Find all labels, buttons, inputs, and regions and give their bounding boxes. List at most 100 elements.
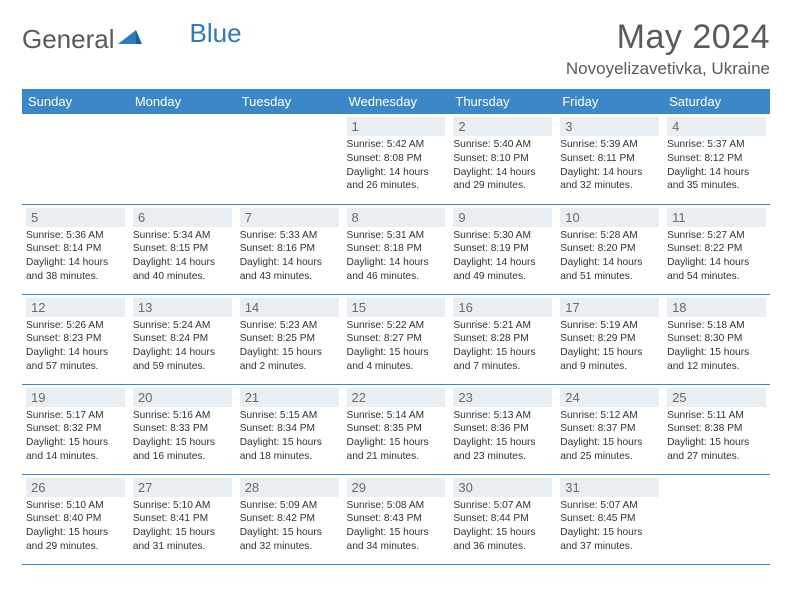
location-label: Novoyelizavetivka, Ukraine: [566, 59, 770, 79]
calendar-cell: 27 Sunrise: 5:10 AMSunset: 8:41 PMDayligh…: [129, 474, 236, 564]
day-number: 19: [26, 388, 125, 407]
day-info: Sunrise: 5:30 AMSunset: 8:19 PMDaylight:…: [453, 229, 552, 284]
day-info: Sunrise: 5:42 AMSunset: 8:08 PMDaylight:…: [347, 138, 446, 193]
calendar-cell: 6 Sunrise: 5:34 AMSunset: 8:15 PMDaylight…: [129, 204, 236, 294]
day-number: 23: [453, 388, 552, 407]
calendar-cell: 26 Sunrise: 5:10 AMSunset: 8:40 PMDayligh…: [22, 474, 129, 564]
day-info: Sunrise: 5:18 AMSunset: 8:30 PMDaylight:…: [667, 319, 766, 374]
day-info: Sunrise: 5:36 AMSunset: 8:14 PMDaylight:…: [26, 229, 125, 284]
day-number: 24: [560, 388, 659, 407]
day-info: Sunrise: 5:37 AMSunset: 8:12 PMDaylight:…: [667, 138, 766, 193]
calendar-cell: 17 Sunrise: 5:19 AMSunset: 8:29 PMDayligh…: [556, 294, 663, 384]
day-info: Sunrise: 5:10 AMSunset: 8:41 PMDaylight:…: [133, 499, 232, 554]
day-number: 14: [240, 298, 339, 317]
calendar-cell: 23 Sunrise: 5:13 AMSunset: 8:36 PMDayligh…: [449, 384, 556, 474]
day-number: 3: [560, 117, 659, 136]
weekday-header: Wednesday: [343, 89, 450, 114]
day-number: 1: [347, 117, 446, 136]
weekday-header: Sunday: [22, 89, 129, 114]
calendar-cell: 13 Sunrise: 5:24 AMSunset: 8:24 PMDayligh…: [129, 294, 236, 384]
day-number: 11: [667, 208, 766, 227]
weekday-header: Monday: [129, 89, 236, 114]
day-info: Sunrise: 5:40 AMSunset: 8:10 PMDaylight:…: [453, 138, 552, 193]
day-info: Sunrise: 5:27 AMSunset: 8:22 PMDaylight:…: [667, 229, 766, 284]
day-info: Sunrise: 5:31 AMSunset: 8:18 PMDaylight:…: [347, 229, 446, 284]
day-number: 22: [347, 388, 446, 407]
calendar-body: 1 Sunrise: 5:42 AMSunset: 8:08 PMDaylight…: [22, 114, 770, 564]
day-number: 4: [667, 117, 766, 136]
day-info: Sunrise: 5:21 AMSunset: 8:28 PMDaylight:…: [453, 319, 552, 374]
day-info: Sunrise: 5:16 AMSunset: 8:33 PMDaylight:…: [133, 409, 232, 464]
day-number: 30: [453, 478, 552, 497]
calendar-table: SundayMondayTuesdayWednesdayThursdayFrid…: [22, 89, 770, 565]
calendar-cell: 9 Sunrise: 5:30 AMSunset: 8:19 PMDaylight…: [449, 204, 556, 294]
calendar-cell: 15Sunrise: 5:22 AMSunset: 8:27 PMDayligh…: [343, 294, 450, 384]
calendar-cell: 3 Sunrise: 5:39 AMSunset: 8:11 PMDaylight…: [556, 114, 663, 204]
calendar-cell: 31Sunrise: 5:07 AMSunset: 8:45 PMDayligh…: [556, 474, 663, 564]
calendar-cell: 14Sunrise: 5:23 AMSunset: 8:25 PMDayligh…: [236, 294, 343, 384]
day-info: Sunrise: 5:15 AMSunset: 8:34 PMDaylight:…: [240, 409, 339, 464]
day-number: 16: [453, 298, 552, 317]
weekday-header: Saturday: [663, 89, 770, 114]
calendar-cell: 20 Sunrise: 5:16 AMSunset: 8:33 PMDayligh…: [129, 384, 236, 474]
day-number: 27: [133, 478, 232, 497]
calendar-cell: 4 Sunrise: 5:37 AMSunset: 8:12 PMDaylight…: [663, 114, 770, 204]
calendar-cell: 5 Sunrise: 5:36 AMSunset: 8:14 PMDaylight…: [22, 204, 129, 294]
brand-word1: General: [22, 24, 115, 55]
day-number: 20: [133, 388, 232, 407]
calendar-cell: 19 Sunrise: 5:17 AMSunset: 8:32 PMDayligh…: [22, 384, 129, 474]
day-info: Sunrise: 5:12 AMSunset: 8:37 PMDaylight:…: [560, 409, 659, 464]
day-info: Sunrise: 5:08 AMSunset: 8:43 PMDaylight:…: [347, 499, 446, 554]
day-info: Sunrise: 5:33 AMSunset: 8:16 PMDaylight:…: [240, 229, 339, 284]
day-number: 6: [133, 208, 232, 227]
calendar-cell: 11 Sunrise: 5:27 AMSunset: 8:22 PMDayligh…: [663, 204, 770, 294]
calendar-cell: [663, 474, 770, 564]
day-number: 10: [560, 208, 659, 227]
day-number: 5: [26, 208, 125, 227]
calendar-row: 19 Sunrise: 5:17 AMSunset: 8:32 PMDayligh…: [22, 384, 770, 474]
day-info: Sunrise: 5:13 AMSunset: 8:36 PMDaylight:…: [453, 409, 552, 464]
day-number: 18: [667, 298, 766, 317]
day-number: 9: [453, 208, 552, 227]
brand-word2: Blue: [190, 18, 242, 49]
day-info: Sunrise: 5:39 AMSunset: 8:11 PMDaylight:…: [560, 138, 659, 193]
calendar-cell: 22 Sunrise: 5:14 AMSunset: 8:35 PMDayligh…: [343, 384, 450, 474]
calendar-row: 5 Sunrise: 5:36 AMSunset: 8:14 PMDaylight…: [22, 204, 770, 294]
calendar-cell: 2Sunrise: 5:40 AMSunset: 8:10 PMDaylight…: [449, 114, 556, 204]
calendar-row: 12Sunrise: 5:26 AMSunset: 8:23 PMDayligh…: [22, 294, 770, 384]
calendar-cell: 12Sunrise: 5:26 AMSunset: 8:23 PMDayligh…: [22, 294, 129, 384]
calendar-row: 1 Sunrise: 5:42 AMSunset: 8:08 PMDaylight…: [22, 114, 770, 204]
page-header: General Blue May 2024 Novoyelizavetivka,…: [22, 18, 770, 79]
month-title: May 2024: [566, 18, 770, 57]
brand-logo: General Blue: [22, 18, 242, 55]
day-info: Sunrise: 5:09 AMSunset: 8:42 PMDaylight:…: [240, 499, 339, 554]
day-number: 13: [133, 298, 232, 317]
day-number: 21: [240, 388, 339, 407]
day-number: 8: [347, 208, 446, 227]
calendar-row: 26 Sunrise: 5:10 AMSunset: 8:40 PMDayligh…: [22, 474, 770, 564]
day-info: Sunrise: 5:34 AMSunset: 8:15 PMDaylight:…: [133, 229, 232, 284]
calendar-cell: 30 Sunrise: 5:07 AMSunset: 8:44 PMDayligh…: [449, 474, 556, 564]
calendar-cell: 18 Sunrise: 5:18 AMSunset: 8:30 PMDayligh…: [663, 294, 770, 384]
day-info: Sunrise: 5:07 AMSunset: 8:44 PMDaylight:…: [453, 499, 552, 554]
day-number: 7: [240, 208, 339, 227]
calendar-cell: 28Sunrise: 5:09 AMSunset: 8:42 PMDayligh…: [236, 474, 343, 564]
calendar-cell: 16 Sunrise: 5:21 AMSunset: 8:28 PMDayligh…: [449, 294, 556, 384]
calendar-cell: 8 Sunrise: 5:31 AMSunset: 8:18 PMDaylight…: [343, 204, 450, 294]
day-info: Sunrise: 5:28 AMSunset: 8:20 PMDaylight:…: [560, 229, 659, 284]
title-block: May 2024 Novoyelizavetivka, Ukraine: [566, 18, 770, 79]
day-info: Sunrise: 5:24 AMSunset: 8:24 PMDaylight:…: [133, 319, 232, 374]
day-number: 12: [26, 298, 125, 317]
day-number: 17: [560, 298, 659, 317]
calendar-cell: [22, 114, 129, 204]
day-number: 26: [26, 478, 125, 497]
calendar-cell: 29Sunrise: 5:08 AMSunset: 8:43 PMDayligh…: [343, 474, 450, 564]
weekday-header: Friday: [556, 89, 663, 114]
day-info: Sunrise: 5:19 AMSunset: 8:29 PMDaylight:…: [560, 319, 659, 374]
day-number: 25: [667, 388, 766, 407]
day-info: Sunrise: 5:17 AMSunset: 8:32 PMDaylight:…: [26, 409, 125, 464]
calendar-cell: 1 Sunrise: 5:42 AMSunset: 8:08 PMDaylight…: [343, 114, 450, 204]
calendar-head: SundayMondayTuesdayWednesdayThursdayFrid…: [22, 89, 770, 114]
day-info: Sunrise: 5:10 AMSunset: 8:40 PMDaylight:…: [26, 499, 125, 554]
day-info: Sunrise: 5:14 AMSunset: 8:35 PMDaylight:…: [347, 409, 446, 464]
